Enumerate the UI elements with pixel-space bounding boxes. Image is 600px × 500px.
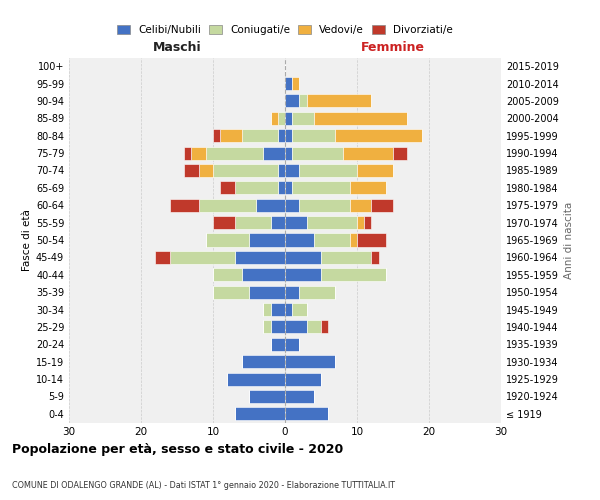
Bar bbox=[321, 251, 371, 264]
Bar bbox=[285, 268, 321, 281]
Bar bbox=[285, 286, 299, 298]
Y-axis label: Fasce di età: Fasce di età bbox=[22, 209, 32, 271]
Bar bbox=[278, 164, 285, 177]
Bar bbox=[371, 198, 393, 212]
Bar bbox=[350, 234, 357, 246]
Bar bbox=[235, 216, 271, 229]
Text: COMUNE DI ODALENGO GRANDE (AL) - Dati ISTAT 1° gennaio 2020 - Elaborazione TUTTI: COMUNE DI ODALENGO GRANDE (AL) - Dati IS… bbox=[12, 480, 395, 490]
Bar bbox=[285, 234, 314, 246]
Bar bbox=[213, 129, 220, 142]
Bar bbox=[213, 286, 249, 298]
Bar bbox=[285, 408, 328, 420]
Bar bbox=[285, 94, 299, 108]
Bar bbox=[321, 320, 328, 334]
Bar bbox=[220, 182, 235, 194]
Bar bbox=[393, 146, 407, 160]
Bar bbox=[191, 146, 206, 160]
Bar bbox=[285, 372, 321, 386]
Bar bbox=[299, 164, 357, 177]
Bar bbox=[285, 338, 299, 351]
Bar bbox=[321, 268, 386, 281]
Bar bbox=[242, 129, 278, 142]
Bar bbox=[285, 355, 335, 368]
Bar bbox=[285, 77, 292, 90]
Bar bbox=[271, 112, 278, 125]
Y-axis label: Anni di nascita: Anni di nascita bbox=[564, 202, 574, 278]
Bar bbox=[307, 94, 371, 108]
Bar bbox=[213, 164, 278, 177]
Bar bbox=[285, 320, 307, 334]
Bar bbox=[271, 303, 285, 316]
Bar bbox=[285, 129, 292, 142]
Bar bbox=[299, 286, 335, 298]
Bar bbox=[278, 112, 285, 125]
Bar bbox=[364, 216, 371, 229]
Text: Femmine: Femmine bbox=[361, 41, 425, 54]
Bar bbox=[285, 182, 292, 194]
Bar bbox=[278, 182, 285, 194]
Bar bbox=[299, 198, 350, 212]
Bar bbox=[292, 182, 350, 194]
Text: Maschi: Maschi bbox=[152, 41, 202, 54]
Bar bbox=[350, 198, 371, 212]
Bar bbox=[155, 251, 170, 264]
Bar bbox=[285, 112, 292, 125]
Bar bbox=[206, 146, 263, 160]
Bar bbox=[292, 77, 299, 90]
Bar bbox=[170, 251, 235, 264]
Bar bbox=[249, 234, 285, 246]
Bar bbox=[292, 303, 307, 316]
Bar bbox=[235, 251, 285, 264]
Bar bbox=[263, 303, 271, 316]
Bar bbox=[357, 216, 364, 229]
Bar bbox=[256, 198, 285, 212]
Bar bbox=[285, 390, 314, 403]
Bar bbox=[249, 286, 285, 298]
Bar bbox=[220, 129, 242, 142]
Bar bbox=[278, 129, 285, 142]
Legend: Celibi/Nubili, Coniugati/e, Vedovi/e, Divorziati/e: Celibi/Nubili, Coniugati/e, Vedovi/e, Di… bbox=[113, 20, 457, 39]
Bar bbox=[292, 129, 335, 142]
Bar bbox=[371, 251, 379, 264]
Bar bbox=[285, 251, 321, 264]
Bar bbox=[199, 164, 213, 177]
Bar bbox=[235, 182, 278, 194]
Bar bbox=[170, 198, 199, 212]
Bar bbox=[343, 146, 393, 160]
Bar bbox=[299, 94, 307, 108]
Bar bbox=[271, 216, 285, 229]
Bar bbox=[199, 198, 256, 212]
Bar bbox=[263, 146, 285, 160]
Bar bbox=[350, 182, 386, 194]
Bar bbox=[335, 129, 422, 142]
Bar bbox=[184, 146, 191, 160]
Text: Popolazione per età, sesso e stato civile - 2020: Popolazione per età, sesso e stato civil… bbox=[12, 442, 343, 456]
Bar bbox=[242, 355, 285, 368]
Bar bbox=[249, 390, 285, 403]
Bar bbox=[285, 198, 299, 212]
Bar bbox=[357, 164, 393, 177]
Bar bbox=[307, 216, 357, 229]
Bar bbox=[235, 408, 285, 420]
Bar bbox=[213, 268, 242, 281]
Bar bbox=[184, 164, 199, 177]
Bar bbox=[357, 234, 386, 246]
Bar bbox=[285, 146, 292, 160]
Bar bbox=[307, 320, 321, 334]
Bar bbox=[285, 216, 307, 229]
Bar bbox=[213, 216, 235, 229]
Bar bbox=[285, 164, 299, 177]
Bar bbox=[271, 320, 285, 334]
Bar bbox=[227, 372, 285, 386]
Bar bbox=[285, 303, 292, 316]
Bar bbox=[314, 112, 407, 125]
Bar bbox=[206, 234, 249, 246]
Bar bbox=[242, 268, 285, 281]
Bar bbox=[314, 234, 350, 246]
Bar bbox=[292, 112, 314, 125]
Bar bbox=[263, 320, 271, 334]
Bar bbox=[292, 146, 343, 160]
Bar bbox=[271, 338, 285, 351]
